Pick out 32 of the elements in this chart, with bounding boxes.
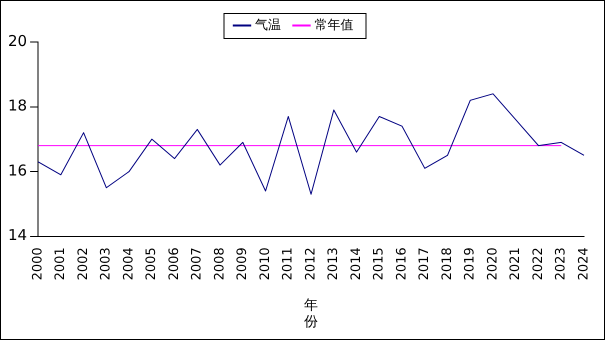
x-tick-label: 2019 bbox=[462, 247, 478, 280]
x-tick-label: 2005 bbox=[144, 247, 160, 280]
x-tick-label: 2001 bbox=[53, 247, 68, 280]
x-tick-label: 2007 bbox=[190, 247, 205, 280]
x-tick-label: 2022 bbox=[530, 247, 546, 280]
y-tick-label: 14 bbox=[8, 226, 28, 244]
legend-label: 常年值 bbox=[314, 18, 354, 33]
x-tick-label: 2014 bbox=[348, 247, 364, 280]
legend-label: 气温 bbox=[255, 18, 281, 33]
x-tick-label: 2009 bbox=[235, 247, 250, 280]
x-tick-label: 2021 bbox=[508, 247, 524, 280]
x-tick-label: 2020 bbox=[485, 247, 500, 280]
x-tick-label: 2004 bbox=[121, 247, 136, 280]
x-tick-label: 2011 bbox=[280, 247, 296, 280]
y-tick-label: 20 bbox=[8, 32, 28, 50]
x-tick-label: 2012 bbox=[303, 247, 318, 280]
x-tick-label: 2010 bbox=[258, 247, 273, 280]
x-tick-label: 2023 bbox=[554, 247, 569, 280]
x-tick-label: 2017 bbox=[417, 247, 432, 280]
x-axis-title: 年份 bbox=[304, 297, 318, 330]
x-tick-label: 2003 bbox=[98, 247, 114, 280]
x-tick-label: 2015 bbox=[372, 247, 387, 280]
x-tick-label: 2006 bbox=[166, 247, 182, 280]
y-tick-label: 18 bbox=[8, 96, 28, 115]
x-tick-label: 2002 bbox=[76, 247, 91, 280]
x-tick-label: 2000 bbox=[30, 247, 46, 280]
x-tick-label: 2016 bbox=[394, 247, 410, 280]
y-tick-label: 16 bbox=[8, 161, 28, 180]
x-tick-label: 2018 bbox=[440, 247, 455, 280]
x-tick-label: 2013 bbox=[326, 247, 342, 280]
x-tick-label: 2024 bbox=[576, 247, 592, 280]
x-tick-label: 2008 bbox=[212, 247, 228, 280]
